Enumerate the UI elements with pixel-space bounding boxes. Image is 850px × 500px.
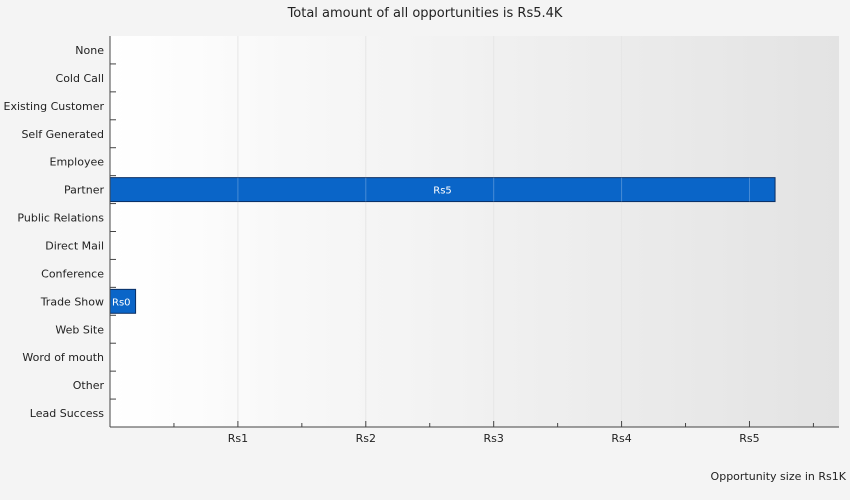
category-label: Word of mouth [22, 351, 104, 364]
category-label: Self Generated [21, 128, 104, 141]
x-tick-label: Rs3 [483, 432, 503, 445]
category-label: None [75, 44, 104, 57]
category-label: Trade Show [40, 295, 104, 308]
x-axis-label: Opportunity size in Rs1K [710, 470, 846, 483]
x-tick-label: Rs2 [356, 432, 376, 445]
x-tick-label: Rs5 [739, 432, 759, 445]
category-label: Partner [64, 184, 104, 197]
category-label: Lead Success [30, 407, 104, 420]
gridlines [237, 36, 750, 427]
category-label: Web Site [55, 323, 104, 336]
category-label: Cold Call [56, 72, 104, 85]
x-tick-label: Rs1 [228, 432, 248, 445]
category-label: Employee [50, 156, 105, 169]
category-label: Other [73, 379, 105, 392]
plot-area [110, 36, 839, 427]
bars-group: Rs5 Rs0 [109, 177, 776, 314]
axes-group: None Cold Call Existing Customer Self Gener… [4, 36, 839, 445]
x-tick-label: Rs4 [611, 432, 631, 445]
category-label: Existing Customer [4, 100, 105, 113]
category-label: Conference [41, 267, 104, 280]
data-label: Rs5 [433, 186, 452, 197]
category-label: Direct Mail [45, 239, 104, 252]
category-label: Public Relations [17, 212, 104, 225]
chart-title: Total amount of all opportunities is Rs5… [287, 6, 563, 21]
data-label: Rs0 [112, 297, 131, 308]
